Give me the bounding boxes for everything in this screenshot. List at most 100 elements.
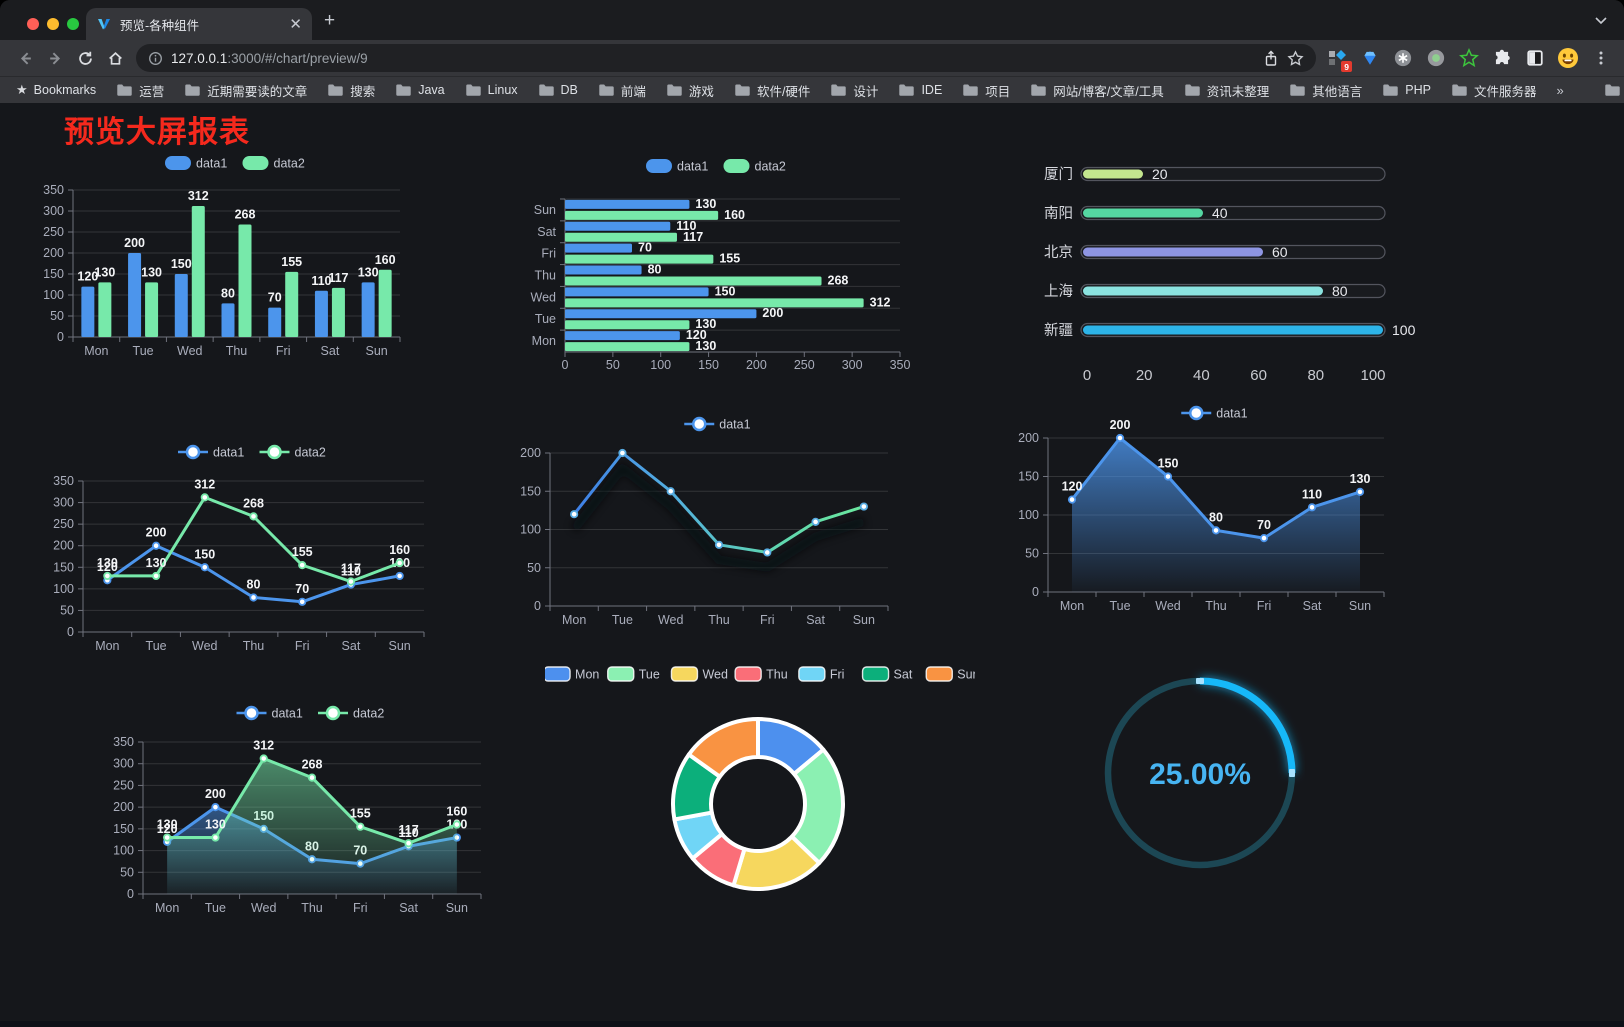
legend-item-Fri[interactable]: Fri <box>798 666 845 682</box>
data-point-data1-Tue[interactable] <box>1115 433 1125 443</box>
hbar-data2-Fri[interactable] <box>565 254 714 264</box>
legend-item-data1[interactable]: data1 <box>165 156 227 171</box>
legend-item-data1[interactable]: data1 <box>178 444 244 460</box>
bookmark-folder-前端[interactable]: 前端 <box>598 81 646 100</box>
other-bookmarks[interactable]: 其他书签 <box>1604 81 1624 100</box>
bar-data1-Wed[interactable] <box>174 274 188 337</box>
url-text[interactable]: 127.0.0.1:3000/#/chart/preview/9 <box>171 51 1255 66</box>
data-point-data2-Mon[interactable] <box>163 833 172 842</box>
data-point-data2-Sun[interactable] <box>395 558 404 568</box>
hbar-data1-Sat[interactable] <box>565 221 671 231</box>
legend-item-Sun[interactable]: Sun <box>925 666 980 682</box>
progress-fill-北京[interactable] <box>1083 247 1263 257</box>
reload-button[interactable] <box>70 44 100 72</box>
bookmark-folder-Java[interactable]: Java <box>395 83 445 97</box>
hbar-data2-Thu[interactable] <box>565 276 822 286</box>
legend-item-data2[interactable]: data2 <box>242 156 305 171</box>
extensions-puzzle-icon[interactable] <box>1489 45 1515 71</box>
data-point-data2-Wed[interactable] <box>200 493 209 502</box>
forward-button[interactable] <box>40 44 70 72</box>
back-button[interactable] <box>10 44 40 72</box>
bookmark-folder-IDE[interactable]: IDE <box>898 83 942 97</box>
dark-mode-extension-icon[interactable] <box>1522 45 1548 71</box>
bar-data2-Fri[interactable] <box>285 271 299 337</box>
bookmark-folder-PHP[interactable]: PHP <box>1382 83 1431 97</box>
chart-progress-bars[interactable]: 厦门 20 南阳 40 北京 60 上海 80 新疆 100 0 20 40 60 80 100 <box>955 150 1416 395</box>
data-point-data1-Wed[interactable] <box>200 563 209 572</box>
bar-data2-Wed[interactable] <box>191 205 205 337</box>
bookmark-folder-资讯未整理[interactable]: 资讯未整理 <box>1184 81 1269 100</box>
chart-line-gradient[interactable]: 0 50 100 150 200 Mon Tue Wed Thu Fri Sat Sun data1 <box>505 412 900 630</box>
legend-item-Wed[interactable]: Wed <box>670 666 728 682</box>
hbar-data2-Mon[interactable] <box>565 342 690 352</box>
extension-grid-icon[interactable]: 9 <box>1324 45 1352 72</box>
hbar-data1-Tue[interactable] <box>565 309 757 319</box>
bookmark-folder-Linux[interactable]: Linux <box>465 83 518 97</box>
bookmark-folder-搜索[interactable]: 搜索 <box>327 81 375 100</box>
legend-item-Mon[interactable]: Mon <box>543 666 599 682</box>
hbar-data1-Fri[interactable] <box>565 243 632 253</box>
browser-tab[interactable]: 预览-各种组件 ✕ <box>86 8 312 40</box>
address-bar[interactable]: 127.0.0.1:3000/#/chart/preview/9 <box>136 44 1316 72</box>
gauge-progress-arc[interactable] <box>1199 677 1296 774</box>
bookmark-folder-网站/博客/文章/工具[interactable]: 网站/博客/文章/工具 <box>1030 81 1164 100</box>
tab-close-icon[interactable]: ✕ <box>289 15 302 33</box>
chart-gauge[interactable]: 25.00% <box>1095 660 1305 885</box>
data-point-data1-Sun[interactable] <box>859 502 868 511</box>
data-point-data2-Sun[interactable] <box>452 820 461 829</box>
pie-slice-Sun[interactable] <box>686 717 760 779</box>
extension-gem-icon[interactable] <box>1357 45 1383 71</box>
legend-item-data1[interactable]: data1 <box>646 159 708 174</box>
data-point-data1-Tue[interactable] <box>151 541 161 550</box>
progress-fill-厦门[interactable] <box>1083 169 1143 179</box>
data-point-data1-Tue[interactable] <box>618 448 627 458</box>
data-point-data1-Fri[interactable] <box>763 548 772 557</box>
chart-bar-grouped[interactable]: 0 50 100 150 200 250 300 350 Mon Tue Wed Thu Fri Sat S… <box>40 146 460 368</box>
bar-data1-Thu[interactable] <box>221 303 235 337</box>
bookmark-folder-项目[interactable]: 项目 <box>962 81 1010 100</box>
legend-item-data2[interactable]: data2 <box>723 159 786 174</box>
hbar-data2-Wed[interactable] <box>565 298 864 308</box>
hbar-data1-Thu[interactable] <box>565 265 642 275</box>
data-point-data1-Mon[interactable] <box>1067 495 1077 504</box>
data-point-data1-Thu[interactable] <box>714 540 724 549</box>
profile-avatar[interactable] <box>1555 45 1581 71</box>
hbar-data2-Tue[interactable] <box>565 320 690 330</box>
chart-line-area[interactable]: 0 50 100 150 200 Mon Tue Wed Thu Fri Sat Sun 120 200 1… <box>985 400 1400 615</box>
share-icon[interactable] <box>1263 50 1279 67</box>
data-point-data2-Wed[interactable] <box>259 754 268 763</box>
bar-data2-Tue[interactable] <box>145 282 159 337</box>
data-point-data2-Fri[interactable] <box>356 822 365 831</box>
bookmark-folder-游戏[interactable]: 游戏 <box>666 81 714 100</box>
bar-data1-Fri[interactable] <box>268 307 282 337</box>
bar-data2-Mon[interactable] <box>98 282 112 337</box>
bar-data1-Tue[interactable] <box>128 253 142 337</box>
hbar-data1-Sun[interactable] <box>565 199 690 209</box>
bar-data1-Sun[interactable] <box>361 282 375 337</box>
data-point-data1-Fri[interactable] <box>1259 534 1269 543</box>
data-point-data1-Wed[interactable] <box>1163 472 1173 481</box>
bookmark-folder-DB[interactable]: DB <box>538 83 578 97</box>
new-tab-button[interactable]: + <box>324 10 336 31</box>
bar-data2-Sat[interactable] <box>331 287 345 337</box>
bookmark-folder-近期需要读的文章[interactable]: 近期需要读的文章 <box>184 81 307 100</box>
tab-search-chevron-icon[interactable] <box>1594 16 1608 26</box>
data-point-data1-Sat[interactable] <box>1307 503 1317 512</box>
bookmarks-overflow-chevron[interactable]: » <box>1556 82 1564 98</box>
data-point-data2-Mon[interactable] <box>103 571 112 581</box>
home-button[interactable] <box>100 44 130 72</box>
hbar-data2-Sun[interactable] <box>565 210 719 220</box>
chart-area-two[interactable]: 0 50 100 150 200 250 300 350 Mon Tue Wed Thu Fri Sat S… <box>100 700 500 920</box>
data-point-data1-Sat[interactable] <box>811 517 820 526</box>
data-point-data1-Thu[interactable] <box>1211 526 1221 535</box>
data-point-data1-Tue[interactable] <box>211 803 220 812</box>
data-point-data1-Sun[interactable] <box>395 571 404 581</box>
data-point-data2-Thu[interactable] <box>249 512 258 521</box>
hbar-data1-Wed[interactable] <box>565 287 709 297</box>
close-window-button[interactable] <box>27 18 39 30</box>
data-point-data2-Fri[interactable] <box>298 561 307 570</box>
extension-asterisk-icon[interactable] <box>1390 45 1416 71</box>
legend-item-data2[interactable]: data2 <box>318 705 384 721</box>
data-point-data1-Wed[interactable] <box>666 487 675 496</box>
data-point-data2-Tue[interactable] <box>211 833 220 842</box>
